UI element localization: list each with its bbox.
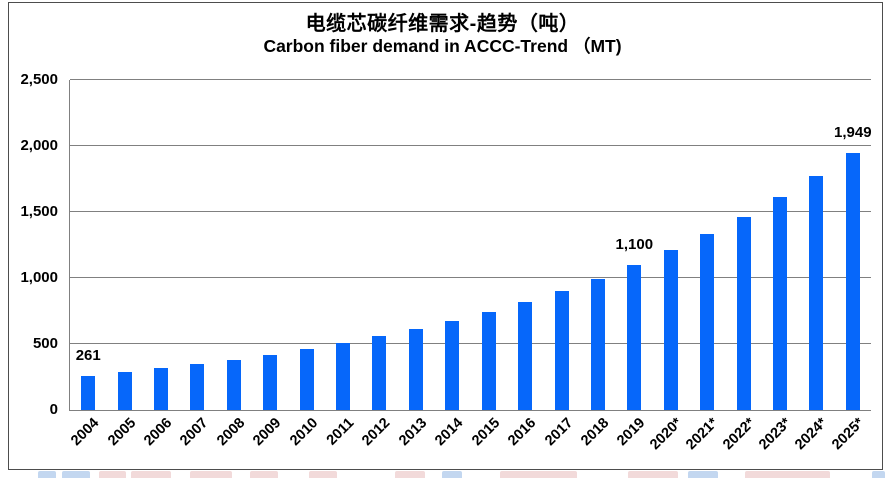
bar bbox=[772, 197, 787, 410]
watermark-block bbox=[500, 471, 577, 478]
watermark-block bbox=[190, 471, 232, 478]
gridline bbox=[70, 211, 871, 212]
bar bbox=[81, 375, 96, 410]
watermark-block bbox=[99, 471, 126, 478]
watermark-block bbox=[309, 471, 337, 478]
watermark-block bbox=[250, 471, 278, 478]
watermark-block bbox=[628, 471, 678, 478]
y-axis-tick-label: 500 bbox=[32, 335, 58, 352]
bar bbox=[700, 234, 715, 410]
bar bbox=[117, 372, 132, 410]
watermark-block bbox=[38, 471, 56, 478]
chart-title-en: Carbon fiber demand in ACCC-Trend （MT) bbox=[263, 36, 622, 56]
gridline bbox=[70, 145, 871, 146]
data-label: 1,949 bbox=[834, 123, 872, 141]
bar bbox=[481, 311, 496, 410]
bar bbox=[263, 354, 278, 410]
gridline bbox=[70, 343, 871, 344]
gridline bbox=[70, 79, 871, 80]
bar bbox=[336, 342, 351, 410]
watermark-block bbox=[442, 471, 462, 478]
bar bbox=[627, 264, 642, 410]
gridline bbox=[70, 277, 871, 278]
data-label: 261 bbox=[75, 346, 101, 364]
bar bbox=[408, 328, 423, 410]
bar bbox=[518, 301, 533, 410]
y-axis-tick-label: 2,500 bbox=[20, 71, 58, 88]
watermark-block bbox=[872, 471, 885, 478]
bar bbox=[809, 176, 824, 410]
bar bbox=[445, 320, 460, 410]
bar bbox=[372, 336, 387, 410]
y-axis-tick-label: 1,500 bbox=[20, 203, 58, 220]
y-axis-tick-label: 0 bbox=[49, 401, 58, 418]
chart-title-zh: 电缆芯碳纤维需求-趋势（吨） bbox=[305, 13, 580, 35]
watermark-block bbox=[131, 471, 171, 478]
watermark-block bbox=[395, 471, 425, 478]
bar bbox=[190, 364, 205, 410]
bar bbox=[663, 250, 678, 410]
watermark-block bbox=[745, 471, 830, 478]
y-axis-tick-label: 2,000 bbox=[20, 137, 58, 154]
watermark-block bbox=[688, 471, 718, 478]
bar bbox=[154, 368, 169, 410]
plot-area: 261 1,100 1,949 bbox=[69, 79, 872, 411]
bar bbox=[736, 216, 751, 410]
data-label: 1,100 bbox=[615, 235, 654, 253]
bar bbox=[845, 152, 860, 410]
bar bbox=[226, 359, 241, 410]
bar bbox=[554, 291, 569, 410]
bar bbox=[590, 279, 605, 410]
bar bbox=[299, 349, 314, 410]
y-axis-tick-label: 1,000 bbox=[20, 269, 58, 286]
watermark-block bbox=[62, 471, 90, 478]
